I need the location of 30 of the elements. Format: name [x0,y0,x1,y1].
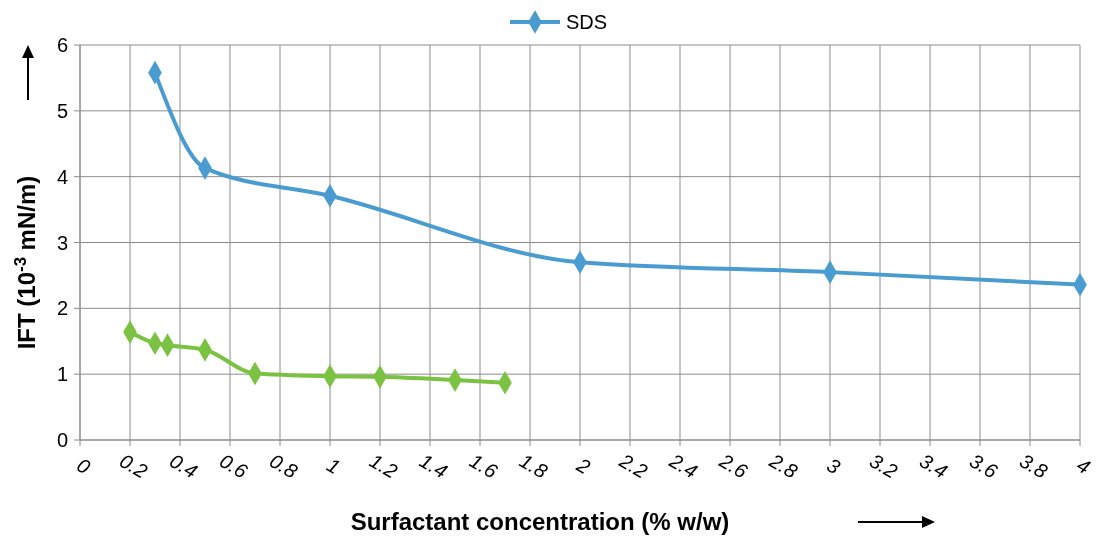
x-tick-label: 1.8 [515,449,552,483]
x-tick-label: 0.8 [265,449,302,483]
x-tick-label: 2.4 [665,448,702,483]
y-tick-label: 4 [56,165,68,188]
x-tick-label: 3.2 [865,449,902,483]
x-tick-label: 0.4 [165,449,202,483]
x-tick-label: 2.8 [765,448,802,483]
x-tick-label: 3.4 [915,449,952,483]
x-tick-label: 1.2 [365,449,402,483]
x-tick-label: 4 [1073,453,1094,479]
y-tick-label: 5 [56,99,68,122]
x-tick-label: 3.6 [965,449,1002,483]
x-tick-label: 1 [323,453,344,479]
x-tick-label: 2 [572,453,594,479]
x-tick-label: 0.2 [115,449,152,483]
y-tick-label: 1 [56,363,68,386]
y-tick-label: 0 [56,429,68,451]
x-tick-label: 1.4 [415,449,452,483]
y-tick-label: 6 [56,34,68,56]
x-axis-title: Surfactant concentration (% w/w) [350,508,730,535]
x-tick-label: 2.6 [715,448,752,483]
x-tick-label: 3 [823,453,844,479]
x-tick-label: 2.2 [615,448,652,483]
legend-label: SDS [566,11,608,33]
x-tick-label: 0.6 [215,449,252,483]
y-tick-label: 3 [56,231,68,254]
x-tick-label: 3.8 [1015,449,1052,483]
x-tick-label: 1.6 [465,449,502,483]
y-tick-label: 2 [56,297,68,320]
x-tick-label: 0 [73,453,94,479]
